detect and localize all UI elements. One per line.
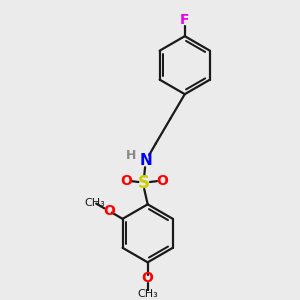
Text: O: O (156, 174, 168, 188)
Text: O: O (103, 204, 115, 218)
Text: O: O (142, 271, 154, 285)
Text: H: H (125, 149, 136, 162)
Text: CH₃: CH₃ (85, 198, 105, 208)
Text: CH₃: CH₃ (137, 289, 158, 299)
Text: F: F (180, 13, 190, 27)
Text: O: O (120, 174, 132, 188)
Text: S: S (138, 174, 150, 192)
Text: N: N (139, 153, 152, 168)
